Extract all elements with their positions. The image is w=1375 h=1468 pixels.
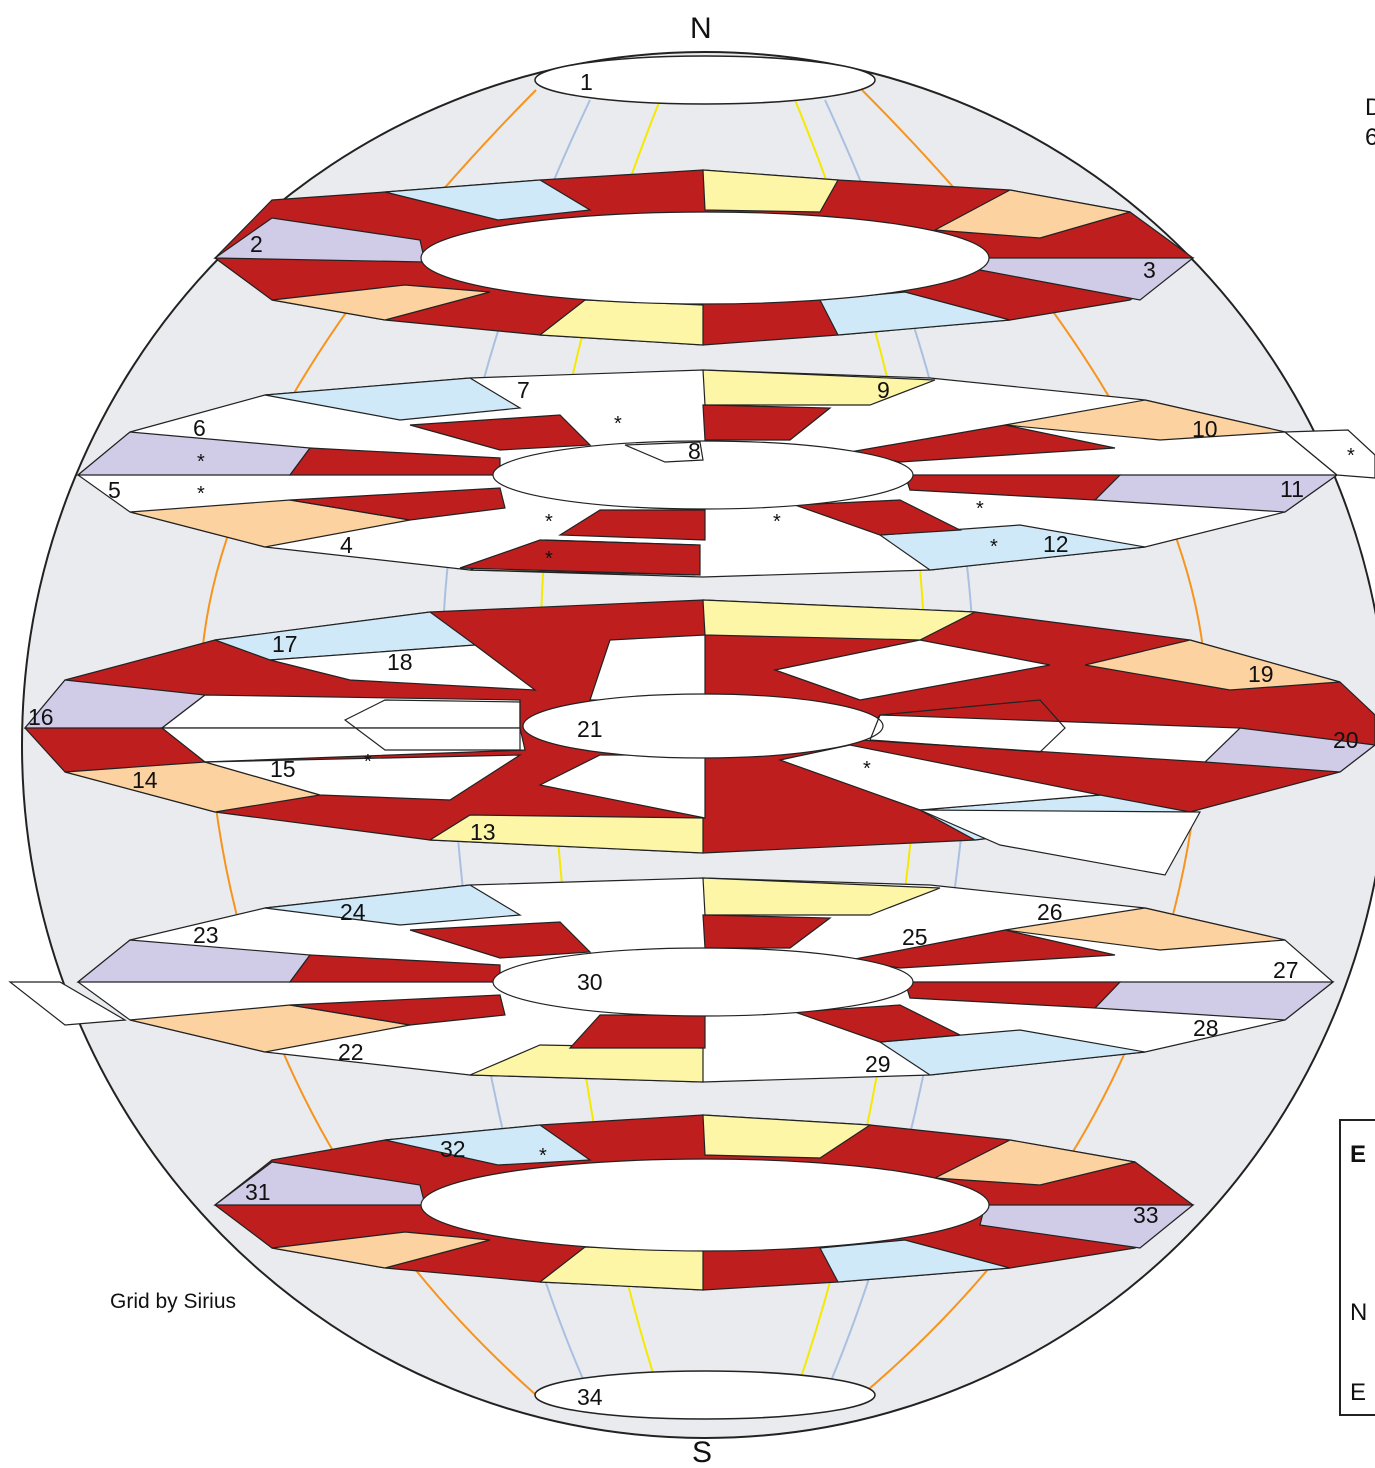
band-bottom: [213, 1114, 1195, 1291]
markers: * * * * * * * * * * * *: [197, 413, 1355, 1167]
face-number: 16: [28, 704, 54, 730]
legend-fragment: E N E: [1339, 1119, 1375, 1416]
marker-star: *: [364, 751, 372, 773]
band-equator: [23, 599, 1375, 876]
face-number: 27: [1273, 957, 1299, 983]
face-number: 11: [1280, 476, 1304, 502]
north-label: N: [690, 12, 712, 45]
face-number: 18: [387, 649, 413, 675]
face-number: 5: [108, 477, 121, 503]
face-number: 4: [340, 532, 353, 558]
face-number: 19: [1248, 661, 1274, 687]
face-number: 14: [132, 767, 158, 793]
face-number: 17: [272, 631, 298, 657]
face-number: 3: [1143, 257, 1156, 283]
face-number: 26: [1037, 899, 1063, 925]
marker-star: *: [197, 451, 205, 473]
face-numbers: 1 2 3 4 5 6 7 8 9 10 11 12 13 14 15 16 1…: [28, 69, 1359, 1410]
marker-star: *: [976, 498, 984, 520]
marker-star: *: [539, 1145, 547, 1167]
face-number: 28: [1193, 1015, 1219, 1041]
marker-star: *: [990, 536, 998, 558]
corner-text-2: 6: [1365, 124, 1375, 151]
face-number: 6: [193, 415, 206, 441]
marker-star: *: [1347, 445, 1355, 467]
face-number: 7: [517, 377, 530, 403]
marker-star: *: [545, 511, 553, 533]
face-number: 21: [577, 716, 603, 742]
legend-row-1: N: [1350, 1299, 1367, 1326]
face-number: 29: [865, 1051, 891, 1077]
face-number: 8: [688, 438, 701, 464]
face-number: 13: [470, 819, 496, 845]
face-number: 20: [1333, 727, 1359, 753]
credit-text: Grid by Sirius: [110, 1290, 236, 1313]
face-number: 31: [245, 1179, 271, 1205]
marker-star: *: [863, 758, 871, 780]
marker-star: *: [773, 511, 781, 533]
face-number: 24: [340, 899, 366, 925]
face-number: 25: [902, 924, 928, 950]
face-number: 23: [193, 922, 219, 948]
marker-star: *: [614, 413, 622, 435]
face-number: 34: [577, 1384, 603, 1410]
north-pole-cap: [534, 55, 876, 105]
face-number: 12: [1043, 531, 1069, 557]
band-upper: [76, 369, 1375, 578]
face-number: 1: [580, 69, 593, 95]
face-number: 33: [1133, 1202, 1159, 1228]
marker-star: *: [197, 483, 205, 505]
south-pole-cap: [534, 1370, 876, 1420]
corner-text-1: D: [1365, 94, 1375, 121]
legend-header: E: [1350, 1141, 1366, 1168]
face-number: 15: [270, 756, 296, 782]
face-number: 2: [250, 231, 263, 257]
legend-row-2: E: [1350, 1379, 1366, 1406]
marker-star: *: [545, 548, 553, 570]
band-lower: [8, 877, 1335, 1083]
face-number: 9: [877, 377, 890, 403]
face-number: 10: [1192, 416, 1218, 442]
south-label: S: [692, 1436, 712, 1468]
face-number: 30: [577, 969, 603, 995]
face-number: 22: [338, 1039, 364, 1065]
face-number: 32: [440, 1136, 466, 1162]
band-top: [213, 169, 1195, 346]
